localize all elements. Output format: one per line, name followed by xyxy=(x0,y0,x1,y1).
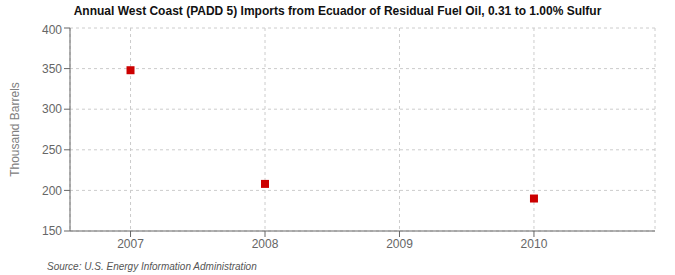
svg-text:2009: 2009 xyxy=(386,237,413,251)
svg-text:2008: 2008 xyxy=(252,237,279,251)
svg-text:2010: 2010 xyxy=(521,237,548,251)
svg-text:150: 150 xyxy=(42,224,62,238)
svg-text:2007: 2007 xyxy=(117,237,144,251)
svg-text:200: 200 xyxy=(42,184,62,198)
svg-text:300: 300 xyxy=(42,102,62,116)
svg-text:350: 350 xyxy=(42,62,62,76)
svg-text:400: 400 xyxy=(42,23,62,37)
html-text:Annual West Coast (PADD 5) Imp: Annual West Coast (PADD 5) Imports from … xyxy=(73,4,602,18)
html-text:Source: U.S. Energy Informatio: Source: U.S. Energy Information Administ… xyxy=(47,261,257,272)
svg-text:Thousand Barrels: Thousand Barrels xyxy=(8,82,22,177)
svg-text:250: 250 xyxy=(42,143,62,157)
